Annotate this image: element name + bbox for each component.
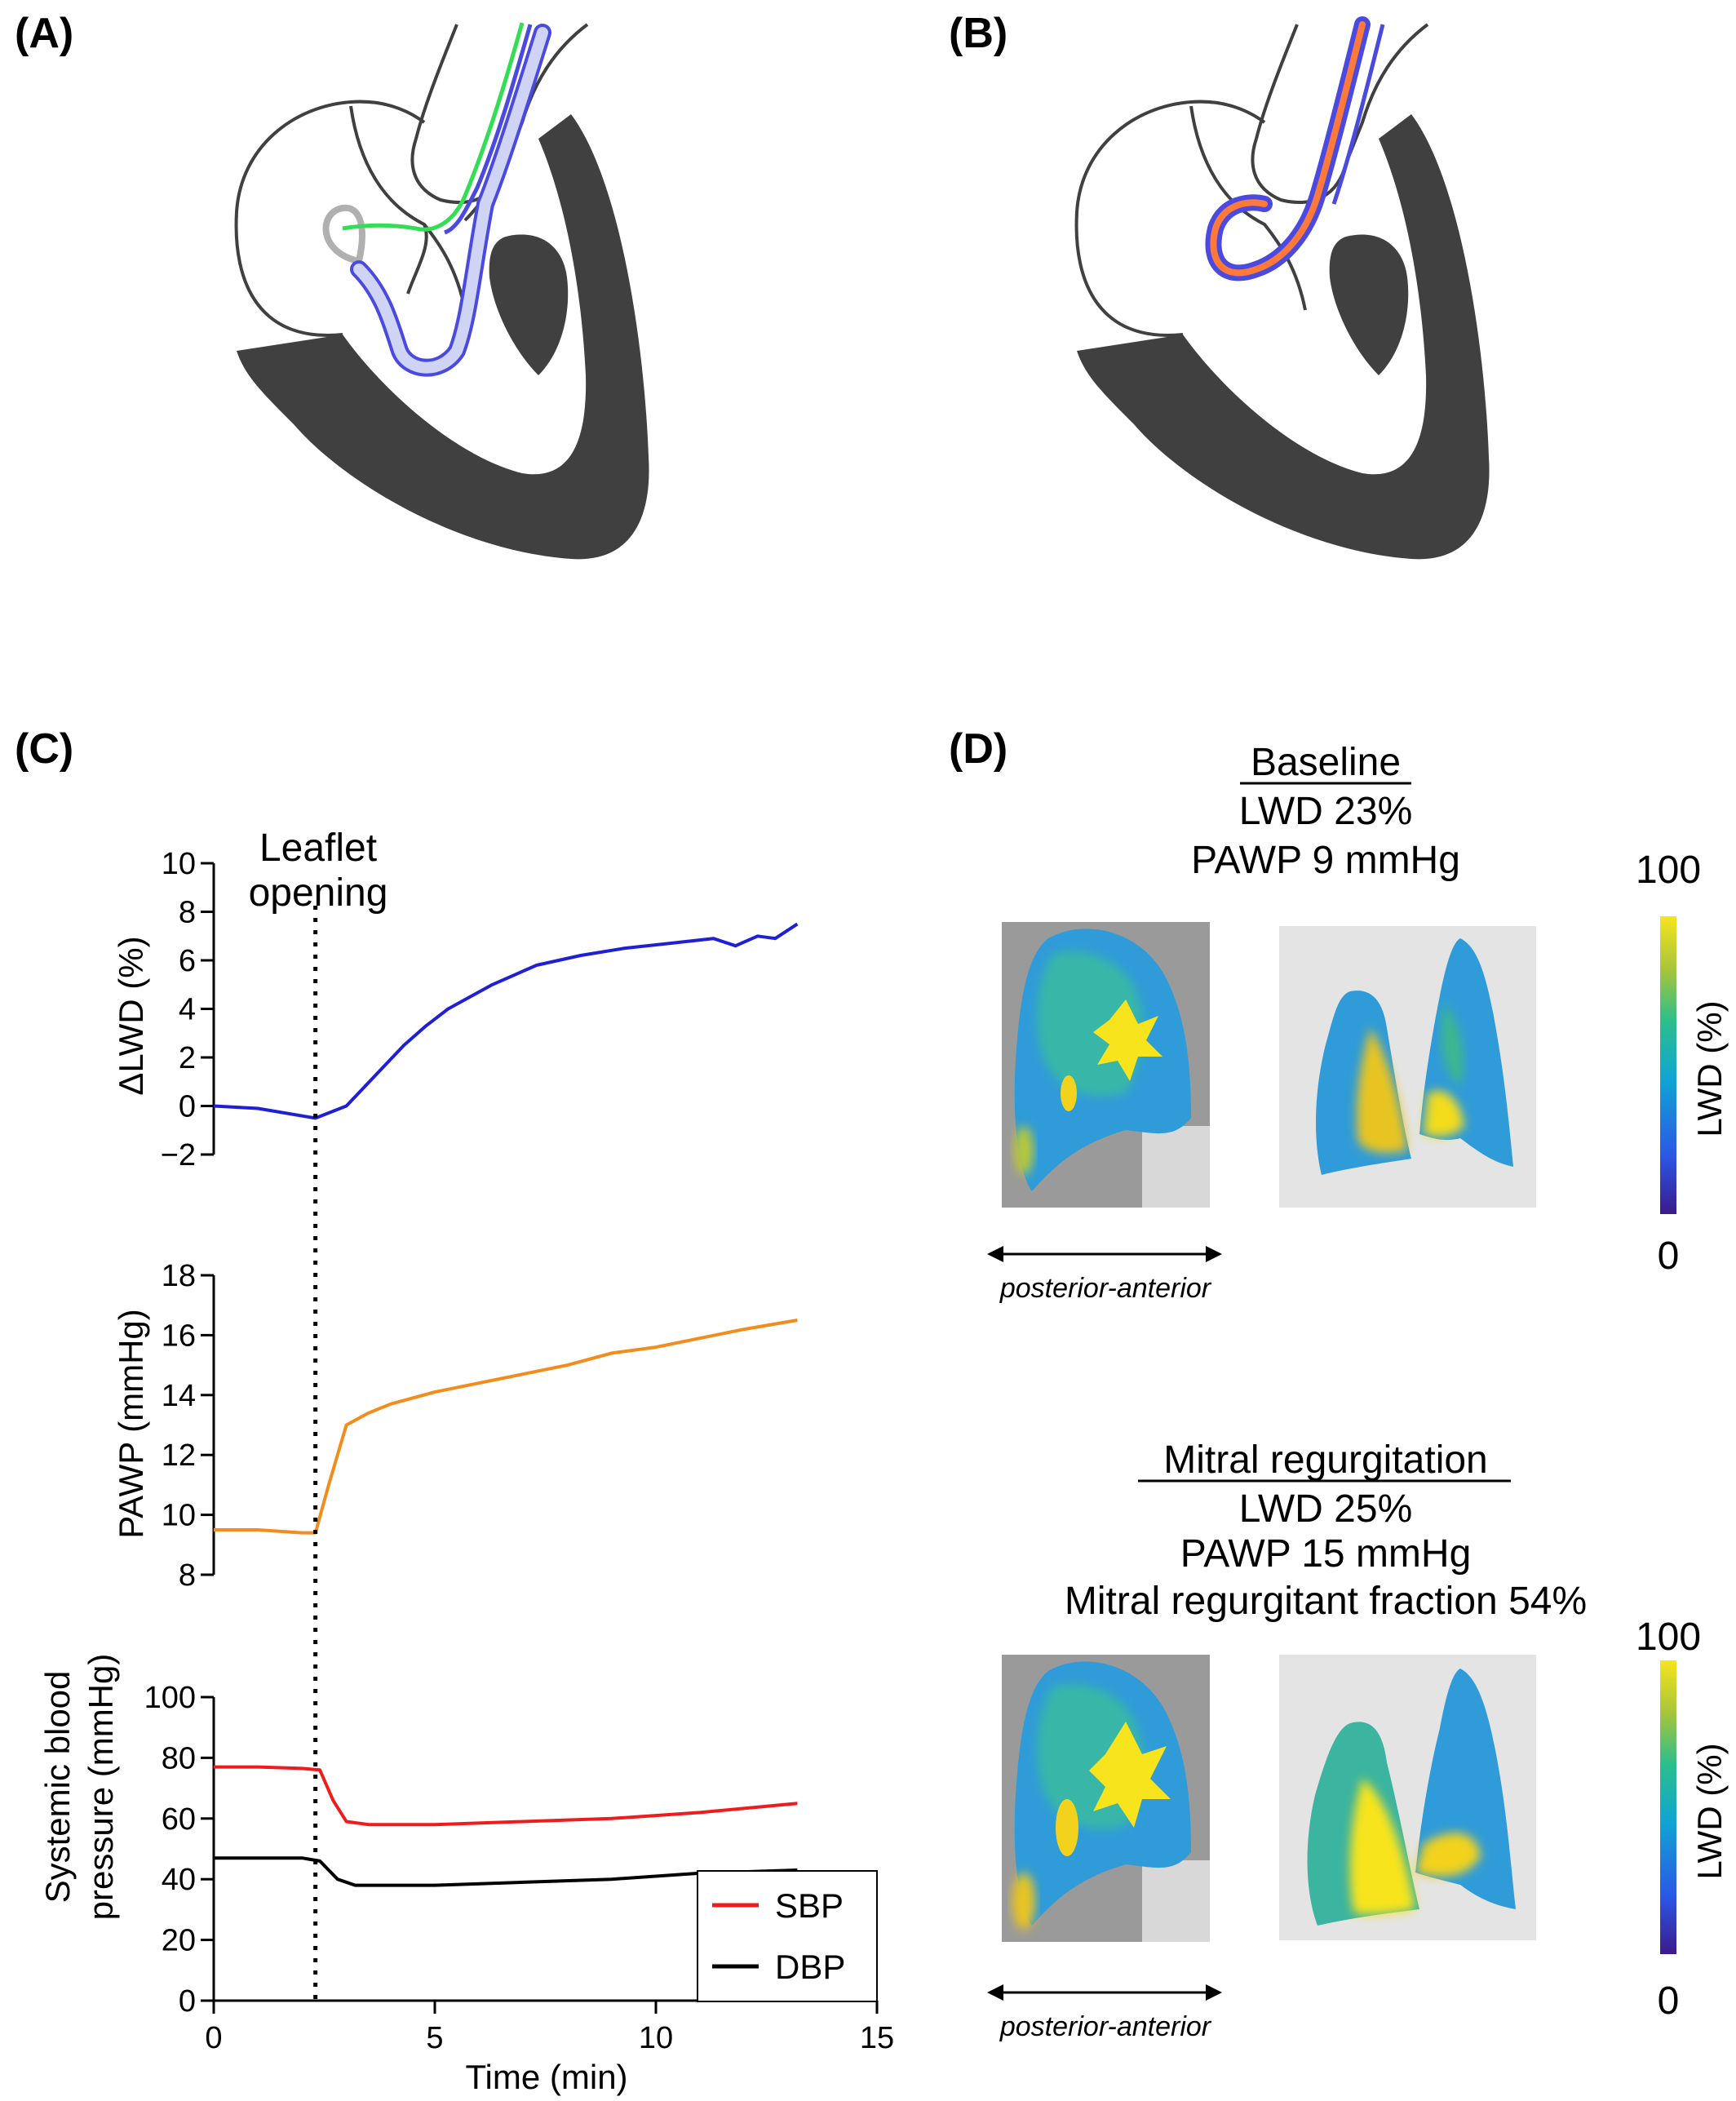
pawp-y-tick-label: 12 — [162, 1438, 196, 1473]
pawp-chart: 18 16 14 12 10 8 — [162, 1259, 798, 1593]
baseline-pawp: PAWP 9 mmHg — [1191, 839, 1460, 882]
panel-label-b: (B) — [949, 10, 1008, 57]
panel-label-a: (A) — [15, 10, 73, 57]
legend-sbp-label: SBP — [775, 1886, 844, 1925]
x-tick-label: 10 — [639, 2021, 673, 2055]
mr-lateral-scan — [1002, 1655, 1210, 1942]
lwd-series-0-line — [213, 922, 799, 1120]
catheter-orange — [1210, 21, 1366, 277]
right-heart-outline — [1074, 100, 1266, 337]
catheter-loop — [322, 204, 365, 264]
mr-pa-label: posterior-anterior — [999, 2011, 1212, 2042]
bp-y-tick-label: 20 — [162, 1924, 196, 1958]
catheter-blue-2 — [1331, 24, 1385, 205]
bp-series-sbp-line — [214, 1765, 798, 1827]
pawp-y-tick-label: 14 — [162, 1379, 196, 1413]
bp-legend: SBP DBP — [697, 1870, 878, 2002]
mr-pa-arrow — [987, 1984, 1222, 2001]
lwd-y-tick-label: 0 — [179, 1090, 196, 1124]
bp-y-tick-label: 0 — [179, 1984, 196, 2019]
baseline-colorbar — [1660, 916, 1676, 1214]
baseline-lwd: LWD 23% — [1239, 790, 1413, 833]
catheter-blue-inner — [353, 27, 548, 374]
mr-colorbar-max: 100 — [1636, 1616, 1701, 1659]
right-heart-outline — [234, 100, 426, 337]
baseline-title: Baseline — [1251, 741, 1401, 784]
heart-diagram-a — [234, 22, 649, 560]
bp-y-tick-label: 40 — [162, 1863, 196, 1897]
mr-lwd: LWD 25% — [1239, 1487, 1413, 1531]
lwd-y-tick-label: 6 — [179, 944, 196, 978]
panel-label-c: (C) — [15, 725, 73, 773]
catheter-blue-2 — [444, 24, 533, 235]
mr-frontal-scan — [1279, 1655, 1536, 1940]
pawp-y-tick-label: 16 — [162, 1319, 196, 1353]
bp-y-tick-label: 60 — [162, 1802, 196, 1837]
mr-colorbar-label: LWD (%) — [1690, 1743, 1729, 1879]
heart-diagram-b — [1074, 16, 1490, 560]
lwd-chart: 10 8 6 4 2 0 −2 — [161, 847, 799, 1172]
baseline-colorbar-max: 100 — [1636, 849, 1701, 892]
ventricle-wall — [1077, 114, 1490, 560]
lwd-ylabel: ΔLWD (%) — [112, 936, 150, 1095]
baseline-frontal-scan — [1279, 926, 1536, 1208]
lwd-y-tick-label: 2 — [179, 1041, 196, 1075]
lwd-y-tick-label: −2 — [161, 1138, 196, 1172]
pawp-y-tick-label: 18 — [162, 1259, 196, 1293]
vessel-outline — [1251, 23, 1429, 204]
panel-label-d: (D) — [949, 725, 1008, 773]
event-label-line1: Leaflet — [259, 827, 377, 870]
lwd-y-tick-label: 8 — [179, 896, 196, 930]
lwd-y-tick-label: 10 — [162, 847, 196, 881]
ventricle-wall — [237, 114, 649, 560]
legend-dbp-label: DBP — [775, 1948, 845, 1986]
pawp-y-tick-label: 8 — [179, 1558, 196, 1593]
mr-fraction: Mitral regurgitant fraction 54% — [1065, 1580, 1587, 1623]
bp-ylabel-line1: Systemic blood — [38, 1671, 77, 1904]
pawp-y-tick-label: 10 — [162, 1499, 196, 1533]
baseline-colorbar-label: LWD (%) — [1690, 1000, 1729, 1137]
atrium-outline — [349, 105, 467, 311]
vessel-outline-2 — [406, 224, 428, 295]
bp-y-tick-label: 80 — [162, 1741, 196, 1775]
mr-title: Mitral regurgitation — [1163, 1438, 1488, 1482]
bp-y-tick-label: 100 — [144, 1681, 196, 1715]
catheter-blue — [1205, 16, 1371, 281]
baseline-pa-label: posterior-anterior — [999, 1273, 1212, 1304]
lwd-y-tick-label: 4 — [179, 993, 196, 1027]
mr-colorbar — [1660, 1660, 1676, 1954]
baseline-lateral-scan — [1002, 922, 1210, 1208]
baseline-pa-arrow — [987, 1246, 1222, 1262]
bp-ylabel-line2: pressure (mmHg) — [82, 1654, 120, 1921]
event-label-line2: opening — [249, 871, 388, 915]
catheter-green — [342, 22, 525, 232]
bp-chart: 100 80 60 40 20 00 5 10 15 — [144, 1681, 895, 2055]
septum — [1329, 234, 1409, 375]
x-axis-label: Time (min) — [465, 2058, 627, 2096]
x-tick-label: 15 — [860, 2021, 894, 2055]
x-tick-label: 5 — [426, 2021, 443, 2055]
baseline-colorbar-min: 0 — [1658, 1234, 1680, 1278]
mr-colorbar-min: 0 — [1658, 1979, 1680, 2023]
x-tick-label: 0 — [205, 2021, 222, 2055]
septum — [489, 234, 569, 375]
atrium-outline — [1189, 105, 1307, 311]
pawp-ylabel: PAWP (mmHg) — [112, 1309, 150, 1539]
pawp-series-0-line — [214, 1319, 798, 1535]
mr-pawp: PAWP 15 mmHg — [1180, 1532, 1472, 1576]
bp-series-dbp-line — [214, 1856, 798, 1887]
